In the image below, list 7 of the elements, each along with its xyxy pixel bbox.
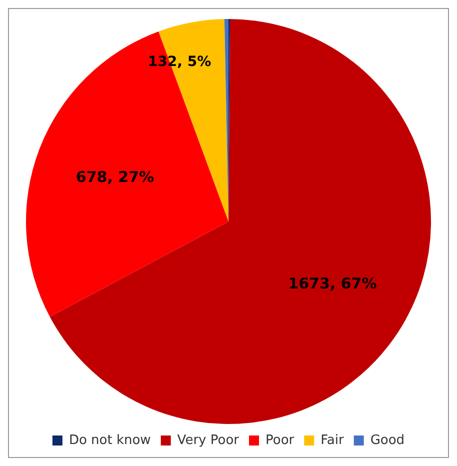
legend-label: Poor — [265, 432, 295, 448]
legend-label: Do not know — [68, 432, 152, 448]
legend-label: Very Poor — [177, 432, 240, 448]
legend-label: Good — [370, 432, 405, 448]
data-label: 678, 27% — [76, 168, 154, 186]
legend-label: Fair — [320, 432, 344, 448]
data-label: 1673, 67% — [288, 274, 377, 292]
